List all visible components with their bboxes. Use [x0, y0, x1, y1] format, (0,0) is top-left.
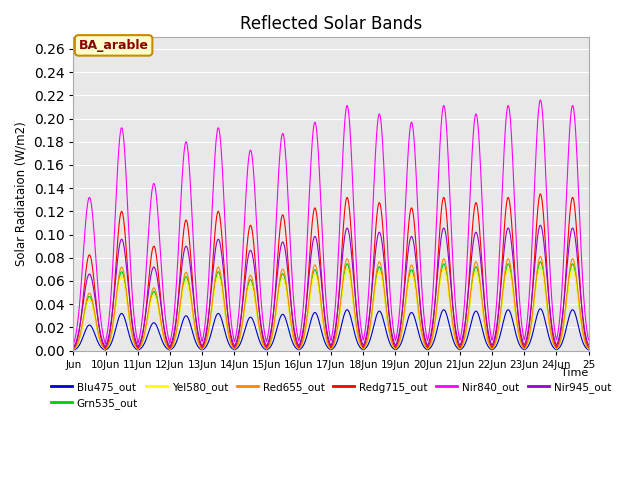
Yel580_out	[70, 347, 77, 352]
Blu475_out	[554, 346, 561, 352]
Nir945_out	[557, 326, 564, 332]
Line: Nir840_out: Nir840_out	[74, 100, 589, 344]
Yel580_out	[200, 345, 208, 350]
Nir840_out	[257, 290, 264, 296]
Red655_out	[70, 347, 77, 352]
Yel580_out	[585, 346, 593, 352]
Nir840_out	[585, 337, 593, 343]
Red655_out	[200, 344, 208, 350]
Nir945_out	[340, 235, 348, 240]
Redg715_out	[536, 191, 544, 197]
Blu475_out	[257, 340, 264, 346]
Grn535_out	[237, 332, 244, 338]
Redg715_out	[70, 346, 77, 351]
Yel580_out	[257, 333, 264, 339]
Nir945_out	[237, 319, 244, 324]
Line: Yel580_out: Yel580_out	[74, 267, 589, 349]
Text: BA_arable: BA_arable	[79, 39, 148, 52]
Redg715_out	[257, 321, 264, 326]
Grn535_out	[257, 332, 264, 338]
Blu475_out	[200, 346, 208, 352]
Nir945_out	[200, 339, 208, 345]
Redg715_out	[585, 345, 593, 350]
Nir945_out	[70, 344, 77, 350]
Title: Reflected Solar Bands: Reflected Solar Bands	[240, 15, 422, 33]
Redg715_out	[200, 342, 208, 348]
Blu475_out	[536, 306, 544, 312]
Red655_out	[237, 332, 244, 337]
Nir945_out	[554, 340, 561, 346]
Grn535_out	[200, 344, 208, 350]
Blu475_out	[237, 340, 244, 346]
Nir840_out	[340, 121, 348, 127]
Y-axis label: Solar Radiataion (W/m2): Solar Radiataion (W/m2)	[15, 121, 28, 266]
Nir840_out	[70, 341, 77, 347]
Yel580_out	[237, 333, 244, 339]
Red655_out	[554, 345, 561, 350]
Line: Red655_out: Red655_out	[74, 257, 589, 349]
Yel580_out	[536, 264, 544, 270]
Yel580_out	[554, 345, 561, 350]
Nir840_out	[200, 330, 208, 336]
Red655_out	[585, 346, 593, 351]
Grn535_out	[554, 345, 561, 350]
Blu475_out	[585, 347, 593, 353]
Line: Grn535_out: Grn535_out	[74, 262, 589, 349]
Yel580_out	[340, 274, 348, 279]
Grn535_out	[70, 347, 77, 352]
Nir840_out	[557, 305, 564, 311]
Line: Redg715_out: Redg715_out	[74, 194, 589, 348]
Redg715_out	[237, 321, 244, 326]
Redg715_out	[340, 209, 348, 215]
Redg715_out	[557, 330, 564, 336]
Red655_out	[340, 264, 348, 270]
Blu475_out	[557, 343, 564, 349]
Grn535_out	[557, 337, 564, 343]
Nir840_out	[536, 97, 544, 103]
Grn535_out	[536, 259, 544, 265]
Nir840_out	[237, 290, 244, 296]
Nir840_out	[554, 332, 561, 337]
Blu475_out	[70, 347, 77, 353]
Red655_out	[257, 332, 264, 337]
Red655_out	[557, 337, 564, 343]
Nir945_out	[536, 222, 544, 228]
Yel580_out	[557, 338, 564, 344]
Legend: Blu475_out, Grn535_out, Yel580_out, Red655_out, Redg715_out, Nir840_out, Nir945_: Blu475_out, Grn535_out, Yel580_out, Red6…	[47, 378, 616, 413]
Line: Nir945_out: Nir945_out	[74, 225, 589, 347]
Nir945_out	[585, 342, 593, 348]
Line: Blu475_out: Blu475_out	[74, 309, 589, 350]
Text: Time: Time	[561, 368, 589, 378]
Red655_out	[536, 254, 544, 260]
Grn535_out	[340, 269, 348, 275]
Nir945_out	[257, 319, 264, 324]
Blu475_out	[340, 311, 348, 316]
Grn535_out	[585, 346, 593, 352]
Redg715_out	[554, 342, 561, 348]
